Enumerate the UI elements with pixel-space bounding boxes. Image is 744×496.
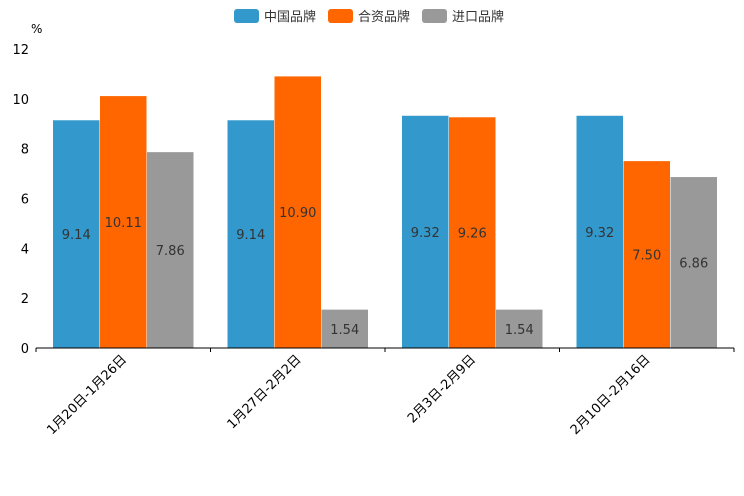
legend-item-3[interactable]: 进口品牌 bbox=[422, 9, 504, 25]
data-label: 9.32 bbox=[585, 226, 614, 241]
legend-swatch bbox=[328, 9, 353, 23]
data-label: 1.54 bbox=[505, 323, 534, 338]
data-label: 7.86 bbox=[156, 244, 185, 259]
bar-2-4[interactable] bbox=[623, 161, 671, 348]
data-label: 9.32 bbox=[411, 226, 440, 241]
legend-item-1[interactable]: 中国品牌 bbox=[234, 9, 316, 25]
bars bbox=[53, 76, 718, 349]
y-axis: 0 2 4 6 8 10 12 bbox=[12, 43, 29, 357]
y-tick-label: 0 bbox=[21, 342, 29, 357]
data-label: 6.86 bbox=[679, 257, 708, 272]
legend-label: 合资品牌 bbox=[358, 9, 410, 25]
data-labels: 9.14 10.11 7.86 9.14 10.90 1.54 9.32 9.26 1.54 9.… bbox=[62, 206, 708, 338]
bar-2-1[interactable] bbox=[100, 96, 147, 348]
data-label: 9.14 bbox=[236, 228, 265, 243]
bar-1-2[interactable] bbox=[227, 120, 275, 349]
data-label: 9.26 bbox=[458, 227, 487, 242]
x-tick-label: 1月20日-1月26日 bbox=[44, 352, 130, 438]
x-tick-label: 2月3日-2月9日 bbox=[405, 352, 479, 426]
bar-3-1[interactable] bbox=[147, 152, 194, 348]
data-label: 10.11 bbox=[105, 216, 142, 231]
y-tick-label: 12 bbox=[12, 43, 29, 58]
x-axis: 1月20日-1月26日 1月27日-2月2日 2月3日-2月9日 2月10日-2月16… bbox=[35, 347, 735, 438]
y-tick-label: 4 bbox=[21, 242, 29, 257]
data-label: 10.90 bbox=[279, 206, 316, 221]
bar-1-3[interactable] bbox=[402, 115, 449, 348]
bar-3-4[interactable] bbox=[670, 177, 718, 348]
y-tick-label: 8 bbox=[21, 143, 29, 158]
data-label: 7.50 bbox=[632, 249, 661, 264]
y-tick-label: 2 bbox=[21, 292, 29, 307]
legend: 中国品牌 合资品牌 进口品牌 bbox=[234, 9, 504, 25]
y-tick-label: 6 bbox=[21, 193, 29, 208]
y-axis-unit-label: % bbox=[31, 22, 42, 36]
bar-3-3[interactable] bbox=[496, 309, 543, 348]
x-tick-label: 1月27日-2月2日 bbox=[225, 352, 305, 432]
x-tick-label: 2月10日-2月16日 bbox=[568, 352, 654, 438]
bar-1-1[interactable] bbox=[53, 120, 100, 349]
bar-2-2[interactable] bbox=[274, 76, 322, 349]
legend-swatch bbox=[234, 9, 259, 23]
bar-2-3[interactable] bbox=[449, 117, 496, 348]
bar-1-4[interactable] bbox=[576, 115, 624, 348]
legend-label: 中国品牌 bbox=[264, 9, 316, 25]
legend-label: 进口品牌 bbox=[452, 9, 504, 25]
data-label: 9.14 bbox=[62, 228, 91, 243]
legend-swatch bbox=[422, 9, 447, 23]
legend-item-2[interactable]: 合资品牌 bbox=[328, 9, 410, 25]
y-tick-label: 10 bbox=[12, 93, 29, 108]
data-label: 1.54 bbox=[330, 323, 359, 338]
bar-3-2[interactable] bbox=[321, 309, 369, 348]
